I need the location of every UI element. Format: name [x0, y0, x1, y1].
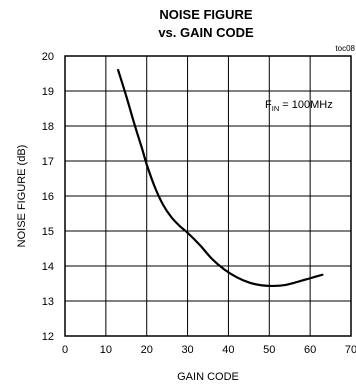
x-tick-label-2: 20: [141, 344, 153, 356]
chart-code-label: toc08: [335, 44, 355, 53]
annotation-main: F: [265, 99, 272, 111]
x-tick-label-3: 30: [181, 344, 193, 356]
x-tick-label-5: 50: [263, 344, 275, 356]
y-tick-label-0: 12: [42, 331, 54, 343]
y-tick-label-6: 18: [42, 121, 54, 133]
chart-title-line-2: vs. GAIN CODE: [158, 25, 254, 40]
x-tick-label-6: 60: [304, 344, 316, 356]
x-tick-label-1: 10: [100, 344, 112, 356]
annotation-rest: = 100MHz: [279, 99, 333, 111]
x-tick-label-0: 0: [62, 344, 68, 356]
y-axis-label: NOISE FIGURE (dB): [16, 145, 28, 248]
y-tick-label-8: 20: [42, 51, 54, 63]
y-tick-label-5: 17: [42, 156, 54, 168]
annotation-subscript: IN: [272, 104, 280, 113]
frequency-annotation: FIN = 100MHz: [265, 99, 333, 113]
y-tick-label-1: 13: [42, 296, 54, 308]
x-tick-label-4: 40: [222, 344, 234, 356]
grid: [64, 55, 352, 337]
x-axis-label: GAIN CODE: [177, 371, 239, 383]
tick-labels: 0 10 20 30 40 50 60 70 12 13 14 15 16 17 18 19 20: [42, 51, 356, 356]
y-tick-label-7: 19: [42, 86, 54, 98]
x-tick-label-7: 70: [345, 344, 356, 356]
y-tick-label-3: 15: [42, 226, 54, 238]
y-tick-label-2: 14: [42, 261, 54, 273]
chart-title-line-1: NOISE FIGURE: [159, 7, 253, 22]
y-tick-label-4: 16: [42, 191, 54, 203]
series-line: [117, 68, 324, 288]
plot-frame: [64, 55, 352, 337]
